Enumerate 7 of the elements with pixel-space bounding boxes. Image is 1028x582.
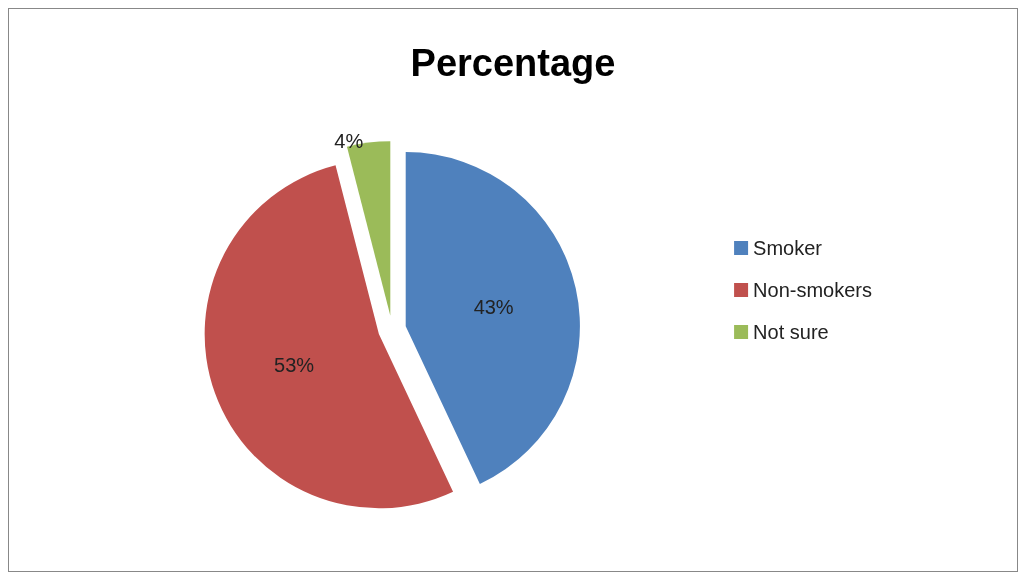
legend-label: Not sure: [753, 321, 829, 343]
data-label: 4%: [334, 129, 364, 152]
data-label: 53%: [274, 353, 315, 376]
legend-label: Non-smokers: [753, 279, 873, 301]
legend-label: Smoker: [753, 237, 823, 259]
chart-title: Percentage: [410, 42, 616, 84]
data-label: 43%: [473, 295, 514, 318]
